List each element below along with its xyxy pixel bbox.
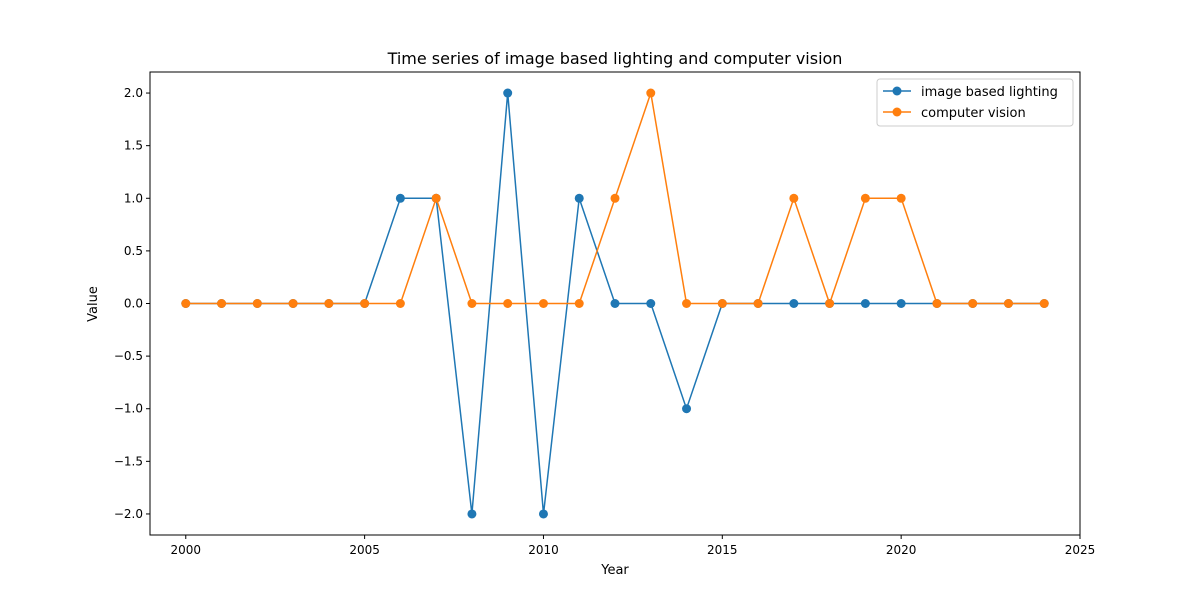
- series-2-point: [610, 193, 620, 203]
- series-1-point: [467, 509, 477, 519]
- y-axis-label: Value: [86, 286, 101, 322]
- series-1-point: [610, 299, 620, 308]
- legend-marker: [892, 107, 902, 117]
- series-2-point: [1039, 299, 1049, 308]
- y-tick-label: −1.0: [114, 402, 143, 416]
- series-1-point: [538, 509, 548, 519]
- series-1-point: [682, 404, 692, 414]
- x-tick-label: 2015: [707, 543, 738, 557]
- series-1-point: [789, 299, 799, 308]
- series-1-point: [896, 299, 906, 308]
- x-tick-label: 2005: [349, 543, 380, 557]
- y-tick-label: 1.5: [124, 139, 143, 153]
- series-2-point: [217, 299, 227, 308]
- series-2-point: [717, 299, 727, 308]
- series-2-point: [896, 193, 906, 203]
- chart-title: Time series of image based lighting and …: [387, 49, 843, 68]
- y-tick-label: 0.0: [124, 297, 143, 311]
- plot-area: 2000 2005 2010 2015 2020 2025 −2.0 −1.5 −1.0 −0.5…: [114, 71, 1096, 557]
- y-tick-label: −2.0: [114, 507, 143, 521]
- series-2-point: [324, 299, 334, 308]
- x-tick-label: 2000: [170, 543, 201, 557]
- series-2-point: [682, 299, 692, 308]
- y-tick-label: 1.0: [124, 191, 143, 205]
- series-2-point: [789, 193, 799, 203]
- legend-marker: [892, 86, 902, 96]
- x-tick-label: 2010: [528, 543, 559, 557]
- series-2-point: [467, 299, 477, 308]
- series-2-point: [860, 193, 870, 203]
- x-tick-label: 2020: [886, 543, 917, 557]
- legend-box: [876, 78, 1074, 127]
- series-2-point: [932, 299, 942, 308]
- y-tick-label: 2.0: [124, 86, 143, 100]
- series-1-point: [646, 299, 656, 308]
- series-2-point: [395, 299, 405, 308]
- series-2-point: [252, 299, 262, 308]
- x-axis-label: Year: [600, 563, 629, 578]
- series-2-point: [503, 299, 513, 308]
- series-2-point: [360, 299, 370, 308]
- series-2-point: [968, 299, 978, 308]
- series-2-point: [753, 299, 763, 308]
- series-2-point: [431, 193, 441, 203]
- series-2-point: [574, 299, 584, 308]
- series-2-point: [1003, 299, 1013, 308]
- series-1-point: [395, 193, 405, 203]
- x-tick-label: 2025: [1065, 543, 1096, 557]
- y-tick-label: −0.5: [114, 349, 143, 363]
- legend-label: computer vision: [921, 106, 1026, 121]
- legend-label: image based lighting: [921, 85, 1058, 100]
- series-2-point: [538, 299, 548, 308]
- series-2-point: [825, 299, 835, 308]
- series-1-point: [860, 299, 870, 308]
- series-1-point: [503, 88, 513, 98]
- legend: image based lighting computer vision: [876, 78, 1074, 127]
- y-tick-label: −1.5: [114, 454, 143, 468]
- series-2-point: [288, 299, 298, 308]
- series-2-point: [181, 299, 191, 308]
- series-2-point: [646, 88, 656, 98]
- y-tick-label: 0.5: [124, 244, 143, 258]
- series-1-point: [574, 193, 584, 203]
